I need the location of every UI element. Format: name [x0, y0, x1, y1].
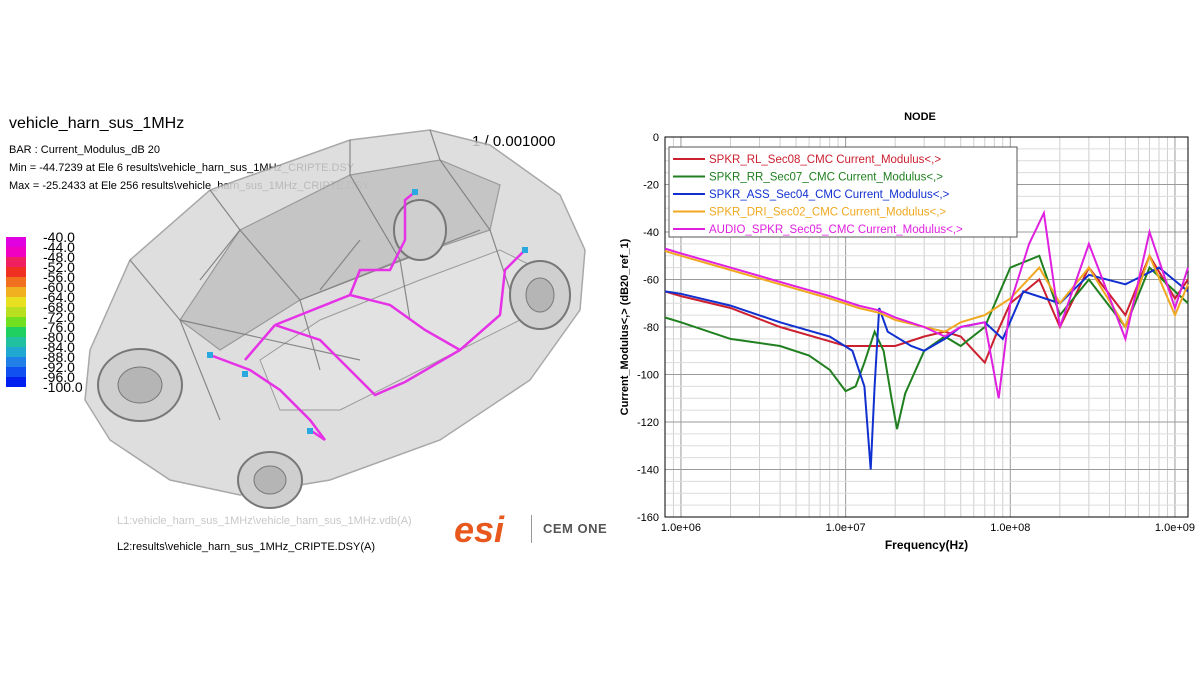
legend-entry: AUDIO_SPKR_Sec05_CMC Current_Modulus<,>	[709, 224, 963, 236]
colorbar-label: -68.0	[43, 299, 75, 315]
svg-text:esi: esi	[454, 510, 505, 550]
colorbar-swatch	[6, 337, 26, 347]
brand-name: CEM ONE	[543, 521, 608, 536]
simulation-viewport: vehicle_harn_sus_1MHz 1 / 0.001000 BAR :…	[6, 115, 608, 553]
y-tick-label: -120	[637, 417, 659, 429]
series-lines	[664, 209, 1189, 470]
legend-entry: SPKR_RL_Sec08_CMC Current_Modulus<,>	[709, 154, 941, 166]
vehicle-model[interactable]	[60, 120, 600, 510]
colorbar-swatch	[6, 357, 26, 367]
colorbar-label: -88.0	[43, 349, 75, 365]
colorbar-swatch	[6, 377, 26, 387]
chart-legend: SPKR_RL_Sec08_CMC Current_Modulus<,> SPKR…	[668, 146, 1018, 238]
colorbar-label: -100.0	[43, 379, 83, 395]
colorbar-swatch	[6, 307, 26, 317]
colorbar-swatch	[6, 297, 26, 307]
colorbar-label: -64.0	[43, 289, 75, 305]
colorbar-swatch	[6, 257, 26, 267]
y-tick-label: -80	[643, 322, 659, 334]
y-tick-label: -20	[643, 180, 659, 192]
colorbar-swatch	[6, 327, 26, 337]
x-tick-label: 1.0e+07	[826, 522, 866, 534]
colorbar-label: -52.0	[43, 259, 75, 275]
harness-connectors[interactable]	[207, 189, 528, 434]
colorbar-label: -84.0	[43, 339, 75, 355]
series-line	[664, 250, 1189, 333]
colorbar-swatch	[6, 317, 26, 327]
brand-divider	[531, 515, 532, 543]
color-legend: -40.0 -44.0 -48.0 -52.0 -56.0 -60.0 -64.0 -68.0…	[6, 230, 83, 394]
colorbar-swatch	[6, 367, 26, 377]
y-tick-label: -100	[637, 370, 659, 382]
colorbar-label: -40.0	[43, 229, 75, 245]
frame-indicator: 1 / 0.001000	[472, 133, 556, 150]
x-axis-label: Frequency(Hz)	[885, 538, 968, 552]
plot-area	[664, 136, 1189, 518]
colorbar-label: -60.0	[43, 279, 75, 295]
y-tick-label: -40	[643, 227, 659, 239]
colorbar-swatch	[6, 267, 26, 277]
legend-entry: SPKR_ASS_Sec04_CMC Current_Modulus<,>	[709, 189, 950, 201]
colorbar-swatch	[6, 347, 26, 357]
colorbar-swatch	[6, 287, 26, 297]
colorbar-label: -56.0	[43, 269, 75, 285]
result-type-label: BAR : Current_Modulus_dB 20	[9, 144, 161, 156]
y-axis-label: Current_Modulus<,> (dB20_ref_1)	[619, 238, 631, 415]
layer-l1-label: L1:vehicle_harn_sus_1MHz\vehicle_harn_su…	[117, 515, 412, 527]
chart-title: NODE	[904, 111, 936, 123]
layer-l2-label: L2:results\vehicle_harn_sus_1MHz_CRIPTE.…	[117, 541, 375, 553]
legend-box	[668, 146, 1018, 238]
car-wheels	[97, 199, 571, 509]
colorbar-label: -92.0	[43, 359, 75, 375]
colorbar-swatch	[6, 247, 26, 257]
colorbar-label: -96.0	[43, 369, 75, 385]
colorbar-label: -44.0	[43, 239, 75, 255]
colorbar-swatch	[6, 277, 26, 287]
simulation-title: vehicle_harn_sus_1MHz	[9, 115, 185, 132]
y-tick-label: -60	[643, 275, 659, 287]
colorbar-label: -48.0	[43, 249, 75, 265]
colorbar-swatch	[6, 237, 26, 247]
legend-entry: SPKR_RR_Sec07_CMC Current_Modulus<,>	[709, 172, 943, 184]
x-tick-label: 1.0e+08	[990, 522, 1030, 534]
y-tick-label: -140	[637, 465, 659, 477]
esi-logo: esi	[454, 510, 505, 550]
frequency-response-chart[interactable]: NODE 0-20-40-60-80-100-120-140-1601.0e+0…	[610, 100, 1195, 570]
cable-harness[interactable]	[209, 191, 526, 442]
series-line	[664, 266, 1189, 470]
y-tick-label: -160	[637, 512, 659, 524]
colorbar-label: -72.0	[43, 309, 75, 325]
x-tick-label: 1.0e+09	[1155, 522, 1195, 534]
car-frame	[129, 129, 521, 421]
x-tick-label: 1.0e+06	[661, 522, 701, 534]
series-line	[664, 209, 1189, 399]
series-line	[664, 254, 1189, 430]
colorbar-label: -76.0	[43, 319, 75, 335]
colorbar-label: -80.0	[43, 329, 75, 345]
y-tick-label: 0	[653, 132, 659, 144]
legend-entry: SPKR_DRI_Sec02_CMC Current_Modulus<,>	[709, 207, 946, 219]
